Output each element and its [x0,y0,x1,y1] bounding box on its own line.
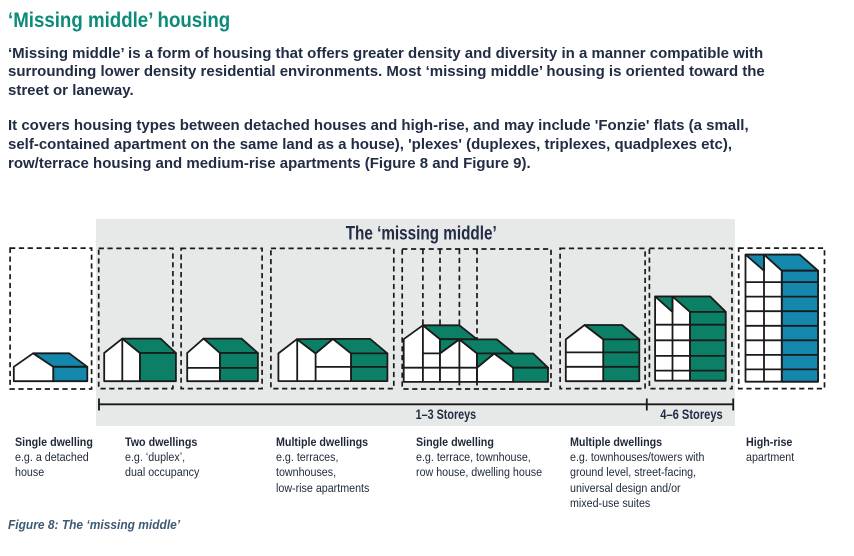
svg-text:4–6 Storeys: 4–6 Storeys [660,407,723,422]
svg-text:1–3 Storeys: 1–3 Storeys [416,407,477,422]
svg-text:The ‘missing middle’: The ‘missing middle’ [346,224,497,245]
